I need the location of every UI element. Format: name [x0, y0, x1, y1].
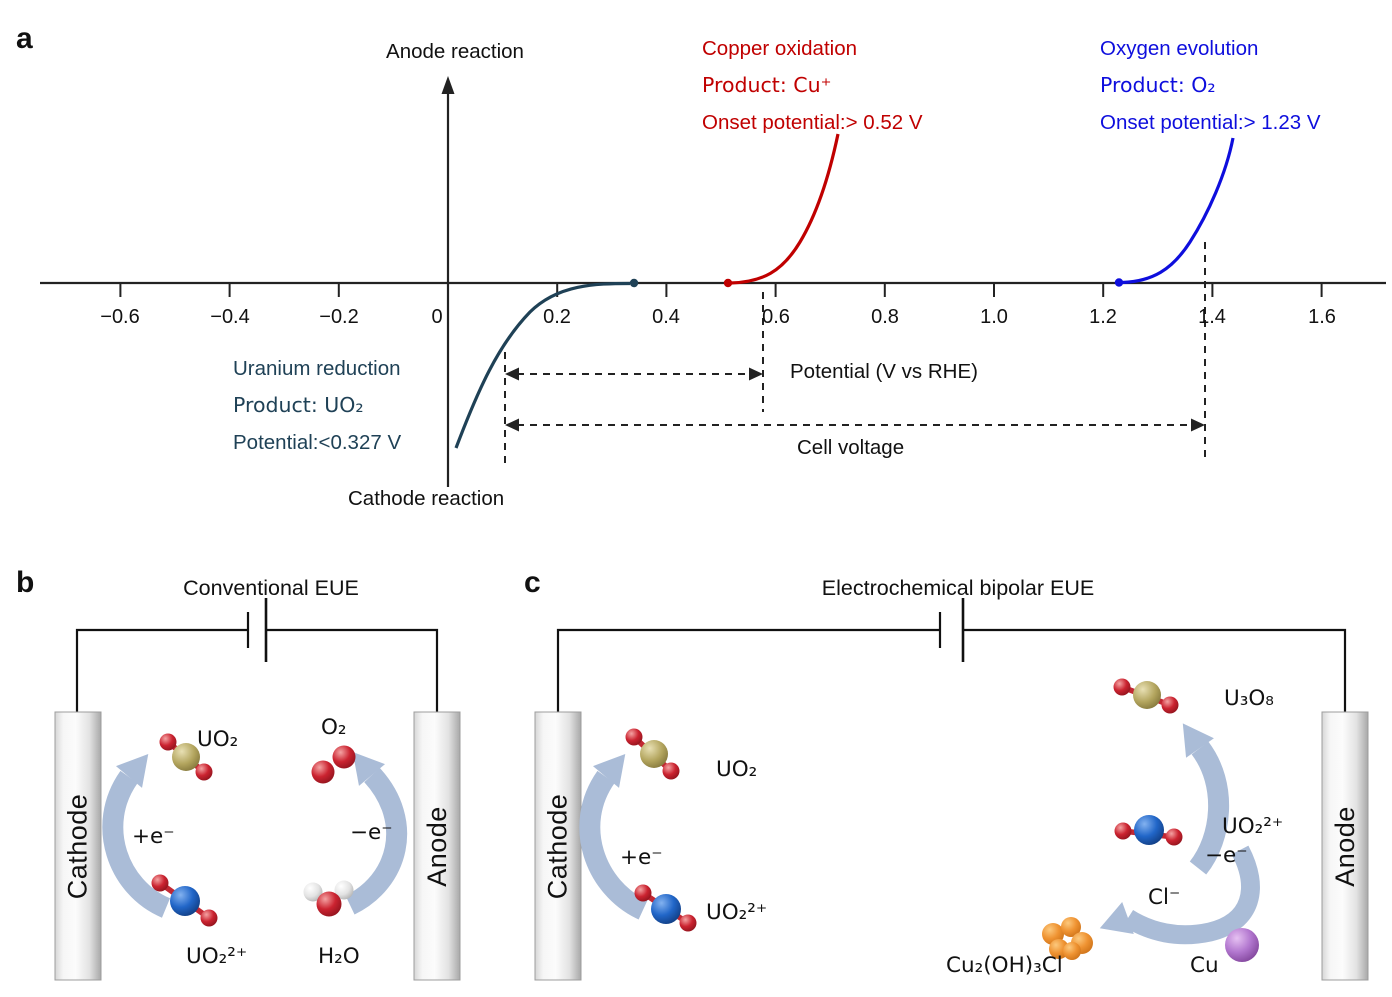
copper-label-c: Cu [1190, 953, 1219, 978]
x-tick-1.0: 1.0 [980, 306, 1008, 328]
uranyl-right-label-c: UO₂²⁺ [1222, 814, 1284, 839]
uranium-curve-endpoint-dot [629, 278, 639, 288]
cell-voltage-span-arrow [505, 418, 1205, 432]
x-axis-title: Potential (V vs RHE) [790, 360, 978, 383]
h2o-molecule-b [303, 880, 354, 917]
plus-e-label-b: +e⁻ [132, 824, 175, 849]
cathode-label-box-b: Cathode [55, 712, 101, 980]
x-tick-0.6: 0.6 [762, 306, 790, 328]
uranyl-molecule-c-right [1114, 815, 1183, 846]
oxygen-evolution-annotation: Oxygen evolution Product: O₂ Onset poten… [1100, 30, 1321, 141]
x-tick-0.2: 0.2 [543, 306, 571, 328]
anode-electrode-b [413, 711, 461, 981]
x-tick--0.6: −0.6 [100, 306, 140, 328]
cathode-label-c: Cathode [542, 793, 573, 899]
anode-reaction-label: Anode reaction [386, 40, 524, 63]
x-tick-1.2: 1.2 [1089, 306, 1117, 328]
h2o-label-b: H₂O [318, 944, 360, 969]
plus-e-label-c: +e⁻ [620, 845, 663, 870]
u3o8-molecule-c [1113, 678, 1179, 714]
copper-oxidation-annotation: Copper oxidation Product: Cu⁺ Onset pote… [702, 30, 923, 141]
x-axis-ticks [119, 283, 1323, 297]
x-tick--0.2: −0.2 [319, 306, 359, 328]
uranium-line2: Product: UO₂ [233, 393, 364, 417]
circuit-c [556, 598, 1347, 714]
panel-c-label: c [524, 566, 541, 599]
x-tick-0: 0 [431, 306, 443, 328]
oxidation-arrow-b [345, 752, 408, 915]
cell-voltage-label: Cell voltage [797, 436, 905, 459]
anode-label-b: Anode [421, 805, 452, 887]
o2-label-b: O₂ [321, 715, 347, 740]
y-axis-arrowhead [441, 76, 455, 94]
copper-line3: Onset potential:> 0.52 V [702, 111, 923, 134]
copper-hydroxychloride-blob-c [1042, 917, 1093, 960]
u3o8-label-c: U₃O₈ [1224, 686, 1274, 711]
uranium-line1: Uranium reduction [233, 357, 401, 380]
oxygen-line1: Oxygen evolution [1100, 37, 1259, 60]
circuit-b [75, 598, 439, 714]
panel-a-label: a [16, 22, 33, 55]
uo2-molecule-b [159, 733, 213, 781]
minus-e-label-c: −e⁻ [1205, 843, 1248, 868]
oxygen-evolution-curve [1114, 137, 1235, 287]
oxygen-curve-onset-dot [1114, 278, 1124, 287]
copper-atom-c [1225, 928, 1259, 962]
reduction-arrow-c [579, 754, 648, 920]
x-tick-0.8: 0.8 [871, 306, 899, 328]
anode-label-box-b: Anode [414, 712, 460, 980]
x-tick--0.4: −0.4 [210, 306, 250, 328]
panel-c-title: Electrochemical bipolar EUE [821, 576, 1095, 600]
uranium-reduction-curve [454, 278, 639, 449]
cathode-electrode-b [54, 711, 102, 981]
potential-span-arrow [505, 367, 763, 381]
anode-label-c: Anode [1329, 805, 1360, 887]
uranyl-label-b: UO₂²⁺ [186, 944, 248, 969]
oxidation-arrow-c [1182, 723, 1229, 875]
chloride-label-c: Cl⁻ [1148, 885, 1181, 910]
cathode-label-b: Cathode [62, 793, 93, 899]
oxygen-line2: Product: O₂ [1100, 73, 1216, 97]
dashed-guide-lines [504, 242, 1206, 468]
uo2-molecule-c [625, 728, 680, 780]
copper-line2: Product: Cu⁺ [702, 73, 832, 97]
copper-oxidation-curve [723, 133, 840, 288]
minus-e-label-b: −e⁻ [350, 820, 393, 845]
copper-product-label-c: Cu₂(OH)₃Cl [946, 953, 1063, 978]
o2-molecule-b [311, 745, 356, 784]
cathode-electrode-c [534, 711, 582, 981]
reduction-arrow-b [102, 754, 171, 918]
oxygen-line3: Onset potential:> 1.23 V [1100, 111, 1321, 134]
panel-b-title: Conventional EUE [183, 576, 359, 600]
uranyl-left-label-c: UO₂²⁺ [706, 900, 768, 925]
uranium-reduction-annotation: Uranium reduction Product: UO₂ Potential… [233, 350, 401, 461]
anode-label-box-c: Anode [1322, 712, 1368, 980]
copper-curve-onset-dot [723, 278, 733, 288]
x-tick-1.4: 1.4 [1198, 306, 1226, 328]
copper-line1: Copper oxidation [702, 37, 857, 60]
anode-electrode-c [1321, 711, 1369, 981]
chloride-transfer-arrow-c [1099, 845, 1260, 945]
x-tick-0.4: 0.4 [652, 306, 680, 328]
cathode-reaction-label: Cathode reaction [348, 487, 505, 510]
uranyl-molecule-c-left [634, 884, 697, 932]
cathode-label-box-c: Cathode [535, 712, 581, 980]
uo2-label-c: UO₂ [716, 757, 758, 782]
x-tick-1.6: 1.6 [1308, 306, 1336, 328]
panel-b-label: b [16, 566, 35, 599]
uranyl-molecule-b [151, 874, 218, 927]
uranium-line3: Potential:<0.327 V [233, 431, 402, 454]
uo2-label-b: UO₂ [197, 727, 239, 752]
